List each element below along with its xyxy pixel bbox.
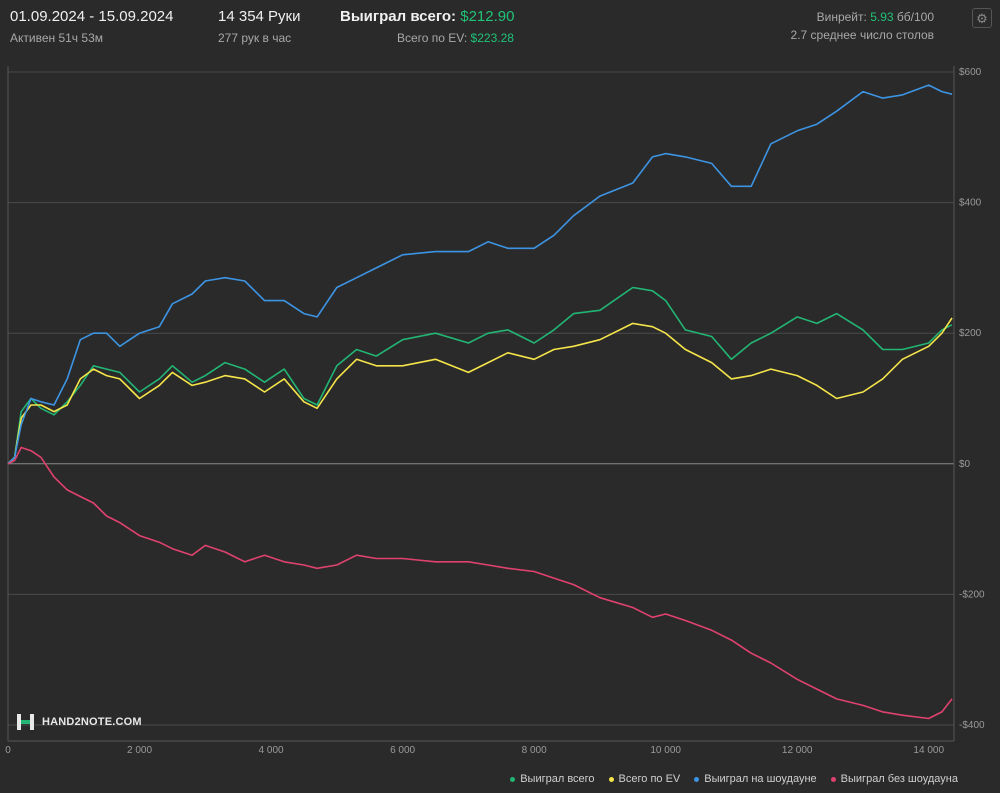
ev-total-label: Всего по EV: bbox=[397, 31, 468, 45]
won-total-label: Выиграл всего: bbox=[340, 8, 457, 25]
winrate-unit: бб/100 bbox=[896, 10, 934, 24]
legend-item-ev[interactable]: Всего по EV bbox=[608, 773, 681, 785]
series-line-0 bbox=[7, 286, 953, 465]
y-tick-label: $0 bbox=[959, 459, 971, 470]
series-line-3 bbox=[7, 446, 953, 720]
x-tick-label: 0 bbox=[5, 745, 11, 756]
legend-dot bbox=[510, 776, 516, 782]
winrate-label: Винрейт: bbox=[816, 10, 867, 24]
x-tick-label: 14 000 bbox=[913, 745, 944, 756]
legend-item-non-showdown[interactable]: Выиграл без шоудауна bbox=[830, 773, 958, 785]
x-tick-label: 8 000 bbox=[522, 745, 547, 756]
y-tick-label: $400 bbox=[959, 198, 982, 209]
legend-dot bbox=[694, 776, 700, 782]
hand2note-logo: HAND2NOTE.COM bbox=[16, 713, 142, 731]
hands-count: 14 354 Руки bbox=[218, 8, 301, 25]
x-tick-label: 10 000 bbox=[650, 745, 681, 756]
legend-label: Выиграл без шоудауна bbox=[840, 773, 958, 785]
date-range[interactable]: 01.09.2024 - 15.09.2024 bbox=[10, 8, 174, 25]
legend-item-won-total[interactable]: Выиграл всего bbox=[510, 773, 595, 785]
series-line-1 bbox=[7, 317, 953, 465]
logo-text: HAND2NOTE.COM bbox=[42, 716, 142, 728]
ev-total: Всего по EV: $223.28 bbox=[397, 31, 514, 45]
y-tick-label: $200 bbox=[959, 328, 982, 339]
hands-per-hour: 277 рук в час bbox=[218, 31, 292, 45]
logo-icon bbox=[17, 714, 34, 730]
legend-label: Всего по EV bbox=[618, 773, 681, 785]
winrate: Винрейт: 5.93 бб/100 bbox=[817, 10, 934, 24]
active-time: Активен 51ч 53м bbox=[10, 31, 103, 45]
legend-item-showdown[interactable]: Выиграл на шоудауне bbox=[694, 773, 817, 785]
won-total-value: $212.90 bbox=[460, 8, 515, 25]
series-line-2 bbox=[7, 84, 953, 465]
x-tick-label: 6 000 bbox=[390, 745, 415, 756]
ev-total-value: $223.28 bbox=[470, 31, 514, 45]
won-total: Выиграл всего: $212.90 bbox=[340, 8, 514, 25]
tables-average: 2.7 среднее число столов bbox=[790, 28, 934, 42]
x-tick-label: 12 000 bbox=[782, 745, 813, 756]
gear-icon[interactable]: ⚙ bbox=[972, 8, 992, 28]
x-tick-label: 4 000 bbox=[259, 745, 284, 756]
y-tick-label: -$400 bbox=[959, 720, 985, 731]
legend-dot bbox=[830, 776, 836, 782]
x-tick-label: 2 000 bbox=[127, 745, 152, 756]
chart-legend: Выиграл всего Всего по EV Выиграл на шоу… bbox=[510, 773, 958, 785]
winrate-value: 5.93 bbox=[870, 10, 894, 24]
legend-dot bbox=[608, 776, 614, 782]
y-tick-label: $600 bbox=[959, 67, 982, 78]
y-tick-label: -$200 bbox=[959, 589, 985, 600]
legend-label: Выиграл всего bbox=[520, 773, 595, 785]
legend-label: Выиграл на шоудауне bbox=[704, 773, 817, 785]
